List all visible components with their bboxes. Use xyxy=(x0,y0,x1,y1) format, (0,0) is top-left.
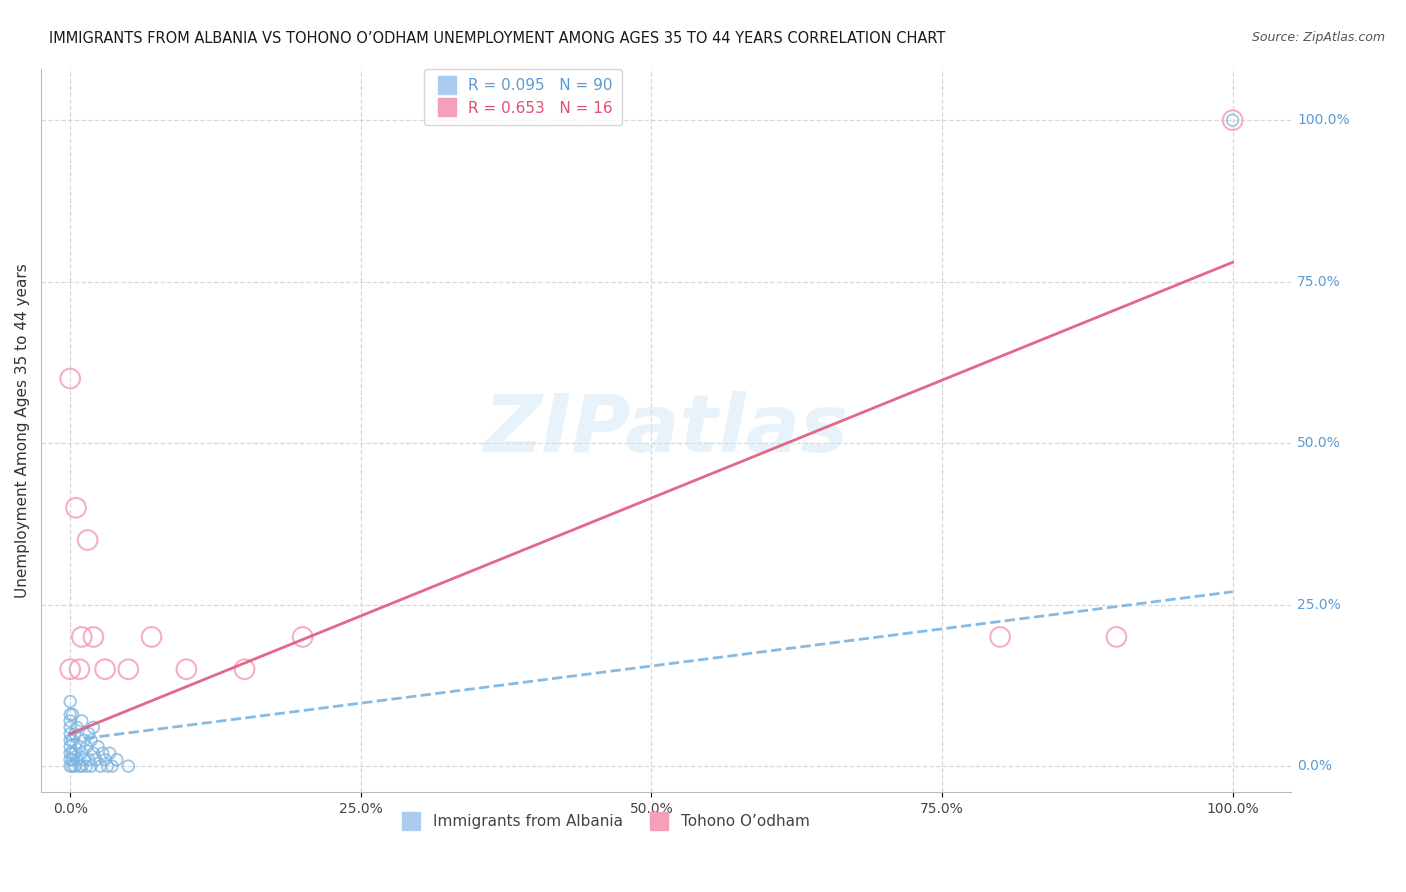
Point xyxy=(66,720,89,734)
Point xyxy=(62,746,84,760)
Point xyxy=(77,727,100,741)
Point xyxy=(75,759,97,773)
Point xyxy=(69,759,91,773)
Text: 25.0%: 25.0% xyxy=(1296,598,1341,612)
Point xyxy=(65,500,87,515)
Point xyxy=(70,714,93,728)
Point xyxy=(75,739,97,754)
Point xyxy=(59,746,82,760)
Point xyxy=(988,630,1011,644)
Point xyxy=(91,746,114,760)
Point xyxy=(73,733,96,747)
Point xyxy=(59,739,82,754)
Point xyxy=(63,727,86,741)
Point xyxy=(63,759,86,773)
Point xyxy=(69,662,91,676)
Point xyxy=(77,753,100,767)
Point xyxy=(59,720,82,734)
Point xyxy=(1105,630,1128,644)
Text: 100.0%: 100.0% xyxy=(1296,113,1350,128)
Point xyxy=(233,662,256,676)
Point xyxy=(82,720,104,734)
Point xyxy=(69,739,91,754)
Text: IMMIGRANTS FROM ALBANIA VS TOHONO O’ODHAM UNEMPLOYMENT AMONG AGES 35 TO 44 YEARS: IMMIGRANTS FROM ALBANIA VS TOHONO O’ODHA… xyxy=(49,31,946,46)
Point xyxy=(82,746,104,760)
Point xyxy=(98,746,121,760)
Point xyxy=(59,727,82,741)
Point xyxy=(62,759,84,773)
Y-axis label: Unemployment Among Ages 35 to 44 years: Unemployment Among Ages 35 to 44 years xyxy=(15,263,30,598)
Point xyxy=(63,746,86,760)
Point xyxy=(70,759,93,773)
Point xyxy=(59,694,82,708)
Point xyxy=(82,630,104,644)
Point xyxy=(59,759,82,773)
Point xyxy=(62,707,84,722)
Text: 75.0%: 75.0% xyxy=(1296,275,1341,289)
Point xyxy=(291,630,314,644)
Point xyxy=(62,733,84,747)
Point xyxy=(117,759,139,773)
Point xyxy=(176,662,198,676)
Point xyxy=(1222,113,1244,128)
Point xyxy=(59,733,82,747)
Point xyxy=(94,662,117,676)
Point xyxy=(59,707,82,722)
Point xyxy=(59,753,82,767)
Point xyxy=(62,753,84,767)
Text: 0.0%: 0.0% xyxy=(1296,759,1331,773)
Point xyxy=(66,753,89,767)
Point xyxy=(89,759,111,773)
Point xyxy=(70,630,93,644)
Point xyxy=(59,714,82,728)
Text: ZIPatlas: ZIPatlas xyxy=(484,392,848,469)
Point xyxy=(80,759,103,773)
Point xyxy=(80,733,103,747)
Point xyxy=(59,662,82,676)
Point xyxy=(70,746,93,760)
Point xyxy=(96,759,118,773)
Point xyxy=(101,759,124,773)
Point xyxy=(141,630,163,644)
Point xyxy=(87,739,110,754)
Point xyxy=(1222,113,1244,128)
Point xyxy=(73,753,96,767)
Point xyxy=(59,371,82,385)
Text: Source: ZipAtlas.com: Source: ZipAtlas.com xyxy=(1251,31,1385,45)
Point xyxy=(94,753,117,767)
Point xyxy=(76,533,98,547)
Point xyxy=(84,753,107,767)
Text: 50.0%: 50.0% xyxy=(1296,436,1341,450)
Point xyxy=(105,753,128,767)
Legend: Immigrants from Albania, Tohono O’odham: Immigrants from Albania, Tohono O’odham xyxy=(391,808,815,835)
Point xyxy=(117,662,139,676)
